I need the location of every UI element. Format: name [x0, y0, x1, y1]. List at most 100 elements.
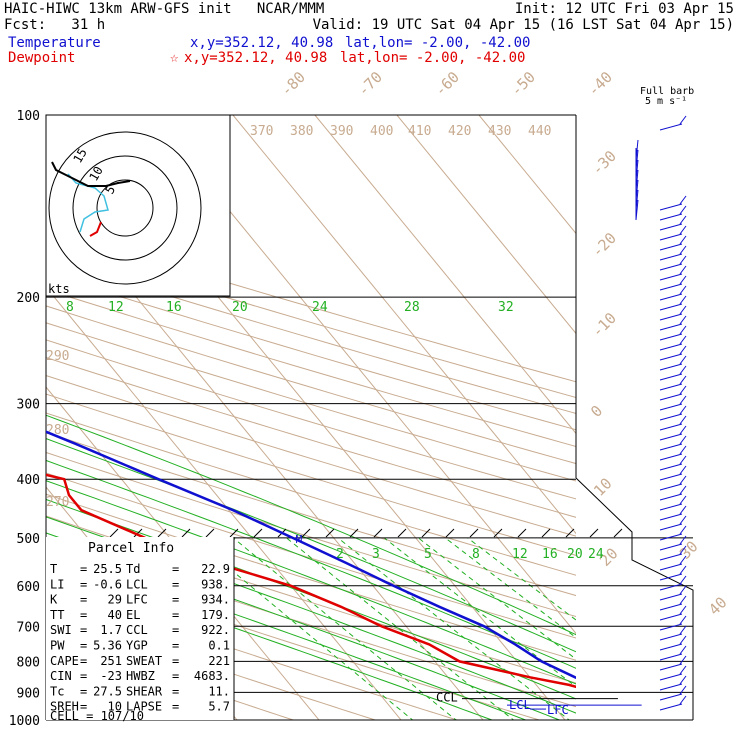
barb-tick-row [253, 528, 263, 538]
thetae-label: 28 [404, 300, 420, 315]
isotherm-label: -70 [354, 68, 386, 100]
parcel-label: SREH [50, 700, 79, 714]
hodo-units-label: kts [48, 282, 70, 296]
parcel-value: 221 [208, 654, 230, 668]
wind-barb [659, 373, 683, 381]
wind-barb [659, 283, 683, 291]
wind-barb [659, 673, 683, 681]
hodo-ring-15 [48, 131, 202, 285]
wind-barb [679, 435, 687, 445]
theta-label: 440 [528, 124, 551, 139]
parcel-box [46, 537, 234, 720]
parcel-label: TT [50, 608, 64, 622]
barb-tick-row [493, 528, 503, 538]
moist-adiabat-line [46, 438, 576, 653]
parcel-value: 27.5 [93, 684, 122, 698]
parcel-value: 0.1 [208, 639, 230, 653]
wind-barb [659, 393, 683, 401]
isotherm-label: -40 [584, 68, 616, 100]
dry-adiabat-line [46, 493, 576, 661]
wind-barb [659, 233, 683, 241]
wind-barb [679, 375, 687, 385]
wind-barb [659, 683, 683, 691]
mixing-ratio-line [286, 537, 515, 720]
parcel-label: SHEAR [126, 684, 163, 698]
wind-barb [679, 425, 687, 435]
pressure-tick-label: 600 [17, 580, 40, 595]
parcel-equals: = [172, 562, 179, 576]
wind-barb [659, 553, 683, 561]
dewpoint-trace [46, 473, 576, 689]
wind-barb [659, 383, 683, 391]
wind-barb [679, 325, 687, 335]
wind-barb [679, 415, 687, 425]
pressure-tick-label: 300 [17, 398, 40, 413]
moist-adiabat-line [46, 459, 576, 669]
mixing-ratio-label: 12 [512, 547, 528, 562]
parcel-value: -0.6 [93, 577, 122, 591]
isotherm-label: -20 [588, 229, 620, 261]
parcel-value: 5.7 [208, 700, 230, 714]
wind-barb [659, 593, 683, 601]
pressure-tick-label: 1000 [9, 714, 40, 729]
wind-barb [679, 365, 687, 375]
wind-barb [659, 543, 683, 551]
wind-barb [659, 623, 683, 631]
barb-header-line1: Full barb [640, 86, 694, 97]
wind-barb [679, 595, 687, 605]
barb-tick-row [133, 528, 143, 538]
wind-barb [679, 195, 687, 205]
parcel-label: LFC [126, 593, 148, 607]
wind-barb [659, 433, 683, 441]
isotherm-line [478, 115, 576, 235]
wind-barb [679, 685, 687, 695]
moist-adiabat-line [46, 414, 576, 636]
dry-adiabat-line [46, 431, 576, 597]
barb-tick-row [421, 528, 431, 538]
parcel-value: 179. [201, 608, 230, 622]
parcel-equals: = [172, 639, 179, 653]
hodo-trace-lower [89, 221, 102, 237]
mixing-ratio-label: 16 [542, 547, 558, 562]
isotherm-line [232, 115, 576, 535]
barb-tick-row [349, 528, 359, 538]
wind-barb [679, 695, 687, 705]
parcel-value: -23 [100, 669, 122, 683]
parcel-equals: = [80, 654, 87, 668]
theta-label: 370 [250, 124, 273, 139]
thetae-label: 12 [108, 300, 124, 315]
wind-barb [659, 603, 683, 611]
parcel-label: EL [126, 608, 140, 622]
pressure-tick-label: 100 [17, 109, 40, 124]
wind-barb [679, 485, 687, 495]
wind-barb [679, 635, 687, 645]
parcel-label: SWEAT [126, 654, 162, 668]
barb-tick-row [325, 528, 335, 538]
wind-barb [659, 303, 683, 311]
parcel-value: 22.9 [201, 562, 230, 576]
parcel-label: T [50, 562, 57, 576]
wind-barb [659, 243, 683, 251]
wind-barb [679, 385, 687, 395]
barb-tick-row [229, 528, 239, 538]
mixing-ratio-line [337, 537, 571, 720]
wind-barb [679, 535, 687, 545]
wind-barb [659, 533, 683, 541]
parcel-value: 25.5 [93, 562, 122, 576]
valid-time: Valid: 19 UTC Sat 04 Apr 15 (16 LST Sat … [312, 17, 734, 33]
parcel-value: 1.7 [100, 623, 122, 637]
parcel-equals: = [80, 684, 87, 698]
pressure-tick-label: 200 [17, 291, 40, 306]
dry-adiabat-line [46, 357, 576, 518]
wind-barb [659, 503, 683, 511]
wind-barb [679, 465, 687, 475]
parcel-label: CAPE [50, 654, 79, 668]
parcel-value: 4683. [194, 669, 230, 683]
parcel-equals: = [80, 700, 87, 714]
wind-barb [679, 315, 687, 325]
isotherm-label: -10 [588, 309, 620, 341]
wind-barb [679, 615, 687, 625]
isotherm-label: -50 [507, 68, 539, 100]
dry-adiabat-line [46, 241, 576, 398]
isotherm-label: 30 [676, 537, 702, 563]
